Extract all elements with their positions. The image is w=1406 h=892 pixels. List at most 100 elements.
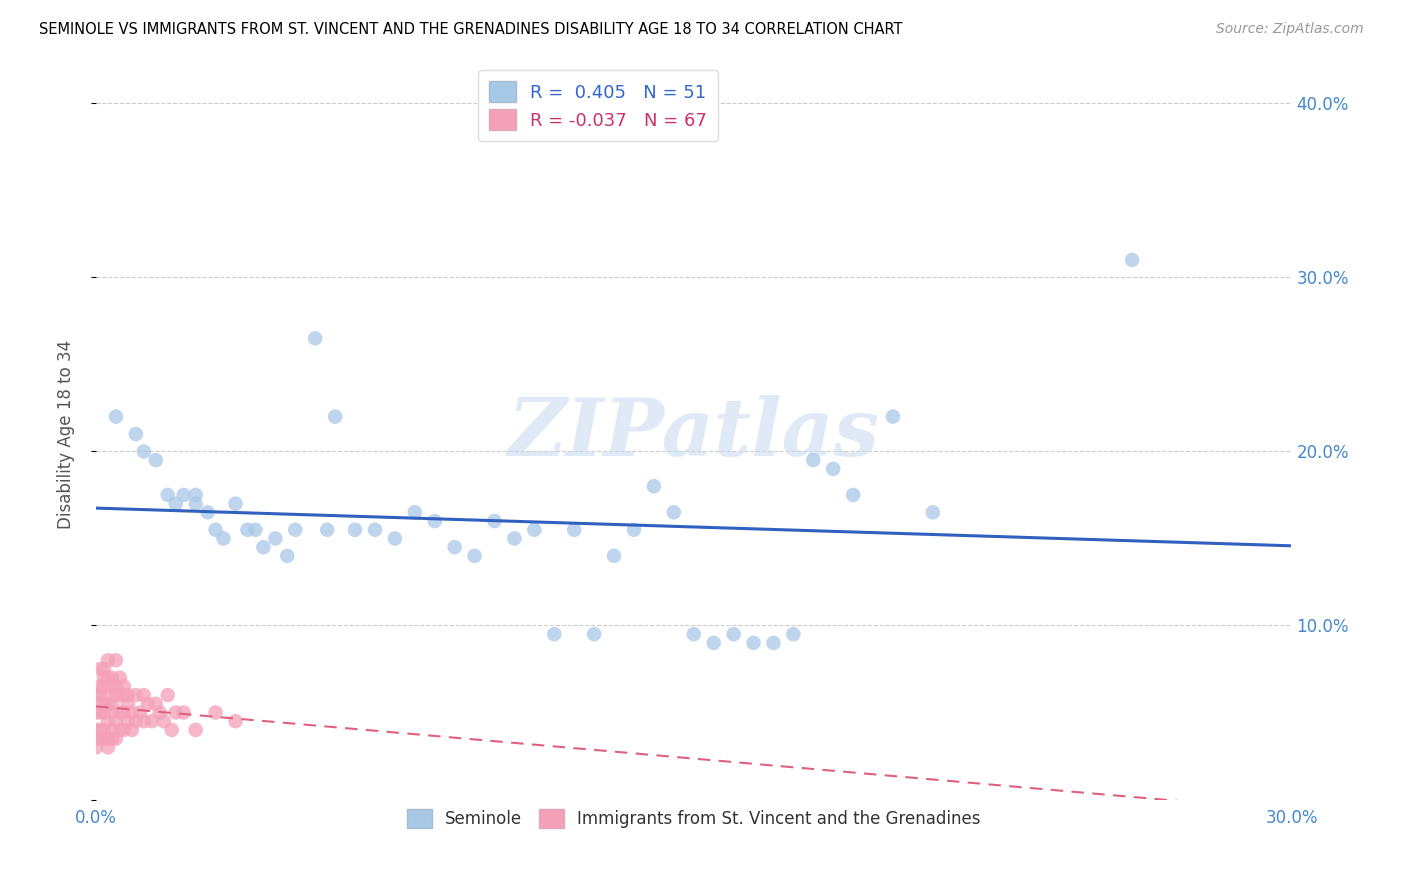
Point [323,409,346,424]
Legend: Seminole, Immigrants from St. Vincent and the Grenadines: Seminole, Immigrants from St. Vincent an… [401,803,987,835]
Point [84,688,107,702]
Point [101,679,124,693]
Y-axis label: Disability Age 18 to 34: Disability Age 18 to 34 [58,340,75,529]
Point [224,497,246,511]
Point [165,497,187,511]
Text: SEMINOLE VS IMMIGRANTS FROM ST. VINCENT AND THE GRENADINES DISABILITY AGE 18 TO : SEMINOLE VS IMMIGRANTS FROM ST. VINCENT … [39,22,903,37]
Point [97,671,120,685]
Point [108,671,131,685]
Point [503,532,526,546]
Point [742,636,765,650]
Point [89,679,111,693]
Point [173,488,195,502]
Point [623,523,645,537]
Point [121,706,143,720]
Point [112,688,135,702]
Point [284,523,307,537]
Point [97,653,120,667]
Point [842,488,865,502]
Point [101,723,124,737]
Point [145,453,167,467]
Point [128,706,150,720]
Point [93,697,115,711]
Point [136,697,159,711]
Point [344,523,367,537]
Point [204,523,226,537]
Point [156,488,179,502]
Point [89,723,111,737]
Point [84,723,107,737]
Point [93,731,115,746]
Point [204,706,226,720]
Point [252,540,274,554]
Point [104,409,127,424]
Point [145,697,167,711]
Point [93,679,115,693]
Point [364,523,387,537]
Point [104,714,127,729]
Point [121,723,143,737]
Point [101,731,124,746]
Point [97,731,120,746]
Point [404,505,426,519]
Point [132,444,155,458]
Point [583,627,606,641]
Point [264,532,287,546]
Point [112,679,135,693]
Point [1121,252,1143,267]
Point [245,523,267,537]
Point [236,523,259,537]
Point [101,706,124,720]
Point [93,662,115,676]
Point [117,688,139,702]
Point [224,714,246,729]
Point [89,697,111,711]
Point [384,532,406,546]
Point [108,723,131,737]
Point [104,653,127,667]
Point [762,636,785,650]
Point [464,549,486,563]
Point [84,706,107,720]
Point [104,731,127,746]
Point [89,706,111,720]
Point [643,479,665,493]
Point [823,462,845,476]
Point [89,731,111,746]
Point [184,488,207,502]
Point [165,706,187,720]
Point [89,662,111,676]
Point [276,549,298,563]
Point [97,740,120,755]
Point [125,688,148,702]
Point [125,427,148,442]
Point [156,688,179,702]
Point [523,523,546,537]
Point [104,679,127,693]
Point [93,723,115,737]
Point [443,540,465,554]
Point [212,532,235,546]
Point [104,688,127,702]
Point [108,706,131,720]
Point [117,697,139,711]
Text: Source: ZipAtlas.com: Source: ZipAtlas.com [1216,22,1364,37]
Point [184,497,207,511]
Point [723,627,745,641]
Point [484,514,506,528]
Point [316,523,339,537]
Point [543,627,565,641]
Point [160,723,183,737]
Point [149,706,172,720]
Point [132,688,155,702]
Point [93,671,115,685]
Point [197,505,219,519]
Point [84,731,107,746]
Point [132,714,155,729]
Point [782,627,804,641]
Point [84,740,107,755]
Point [141,714,163,729]
Point [921,505,943,519]
Point [173,706,195,720]
Point [125,714,148,729]
